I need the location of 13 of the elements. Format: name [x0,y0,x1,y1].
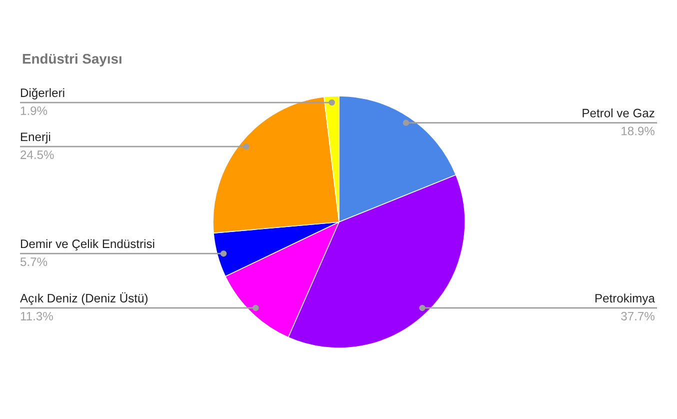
data-label: 11.3% [20,312,53,320]
slice-label: Demir ve Çelik Endüstrisi [20,239,154,251]
slice-label: Enerji [20,132,50,144]
chart-title: Endüstri Sayısı [22,54,122,66]
data-label: 37.7% [621,312,654,320]
slice-label: Diğerleri [20,88,64,100]
slice-label: Petrol ve Gaz [582,108,654,118]
data-label: 1.9% [20,106,48,115]
slice-label: Açık Deniz (Deniz Üstü) [20,292,148,305]
data-label: 18.9% [622,126,654,136]
slice-label: Petrokimya [595,294,655,305]
data-label: 24.5% [20,150,54,160]
data-label: 5.7% [20,258,48,266]
